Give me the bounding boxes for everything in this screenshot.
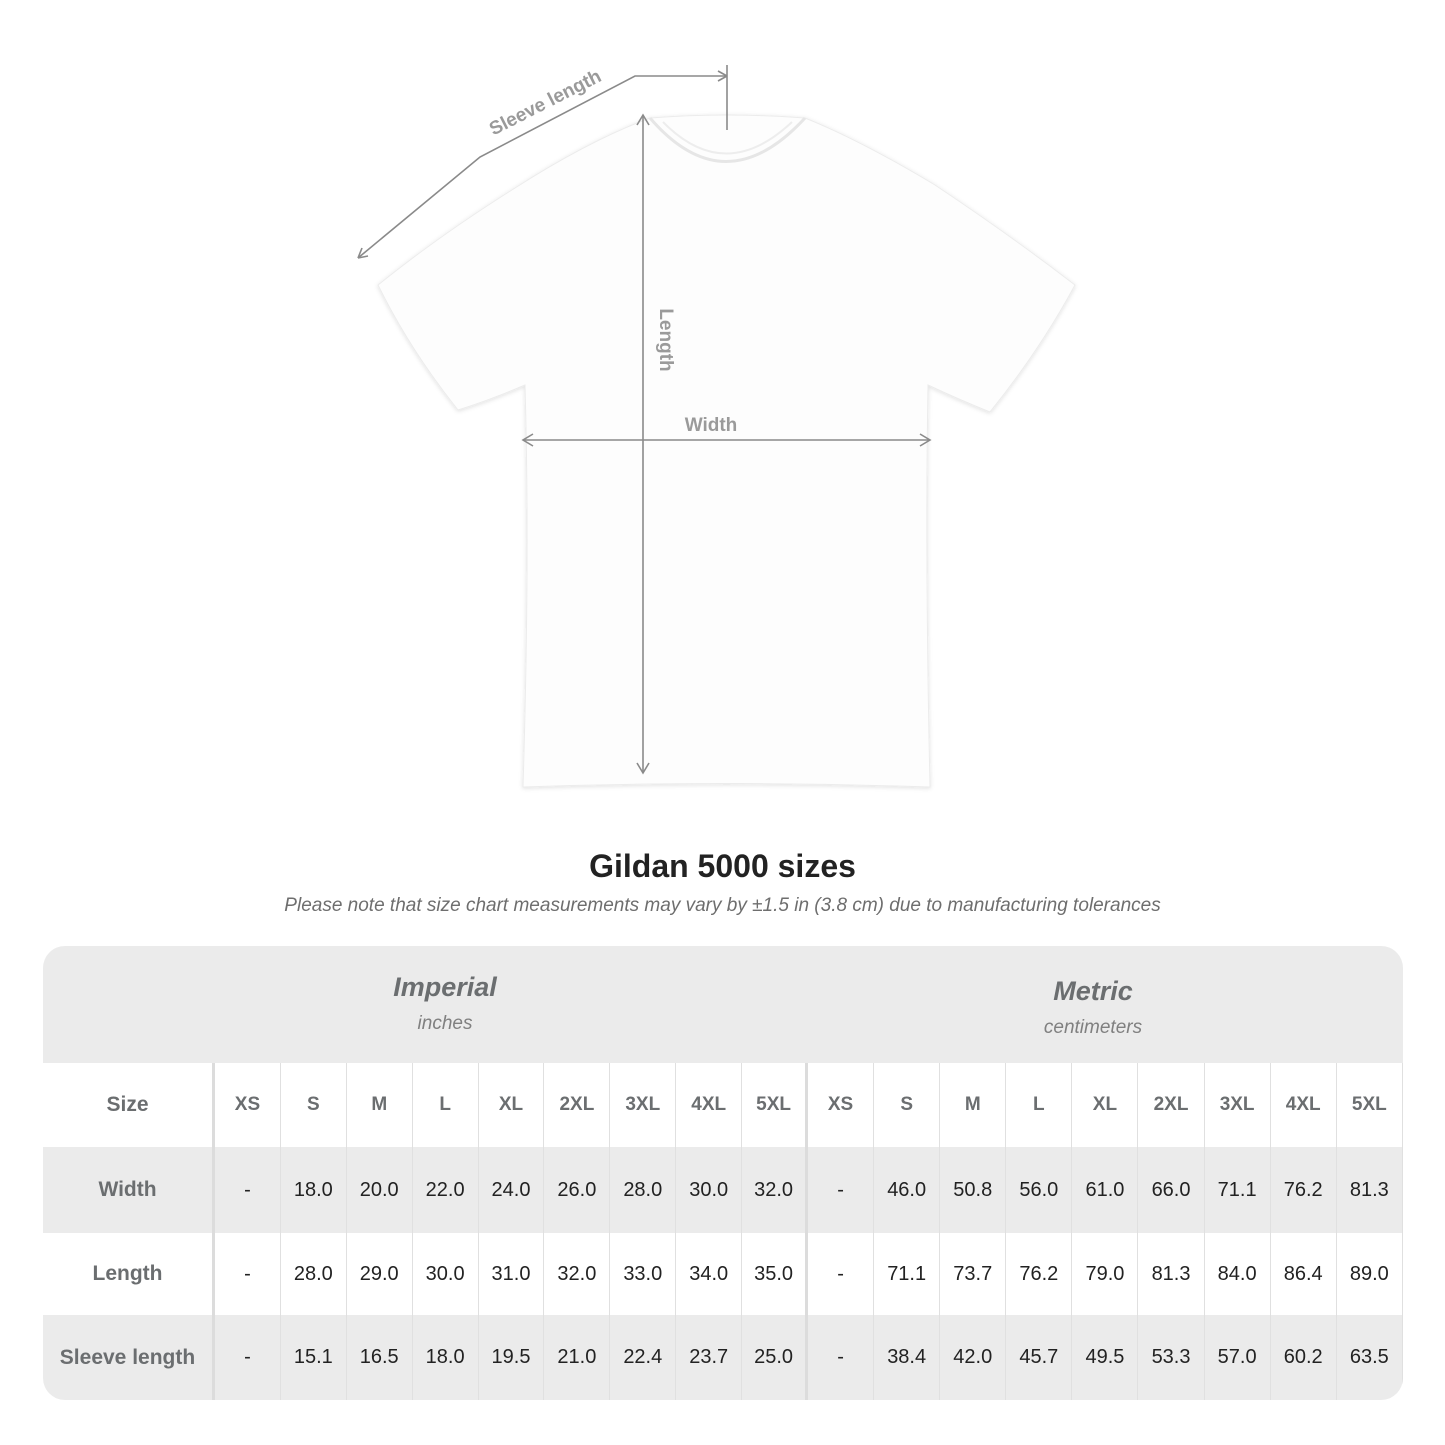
table-cell-metric: 53.3 [1138,1315,1205,1400]
table-cell-metric: 73.7 [940,1233,1007,1315]
size-header-imperial: 4XL [676,1063,743,1147]
size-header-imperial: S [281,1063,347,1147]
table-cell-imperial: - [215,1315,281,1400]
tshirt-diagram: Sleeve length Length Width [357,65,1076,788]
size-table: Imperial inches Metric centimeters Size X… [43,946,1403,1400]
table-cell-metric: 71.1 [1205,1147,1271,1233]
size-header-row: Size XS S M L XL 2XL 3XL 4XL 5XL XS S M L XL 2XL 3XL 4XL 5… [43,1063,1403,1147]
table-row: Sleeve length -15.1 16.5 18.0 19.5 21.0 22.4 23… [43,1315,1403,1400]
table-cell-metric: 81.3 [1337,1147,1403,1233]
table-cell-imperial: 34.0 [676,1233,743,1315]
sleeve-length-line [357,75,727,259]
imperial-header: Imperial inches [215,972,675,1035]
table-cell-metric: - [808,1147,875,1233]
table-cell-metric: 84.0 [1205,1233,1271,1315]
unit-header-band [43,946,1403,1063]
metric-header: Metric centimeters [863,976,1323,1039]
row-label: Width [43,1147,215,1233]
size-header-imperial: XL [479,1063,545,1147]
table-cell-imperial: 24.0 [479,1147,545,1233]
table-cell-imperial: 16.5 [347,1315,413,1400]
size-header-imperial: XS [215,1063,281,1147]
metric-title: Metric [1053,976,1133,1006]
row-label: Sleeve length [43,1315,215,1400]
table-cell-imperial: 19.5 [479,1315,545,1400]
table-cell-imperial: 29.0 [347,1233,413,1315]
table-cell-imperial: 22.0 [413,1147,479,1233]
table-cell-imperial: 28.0 [610,1147,677,1233]
size-header-imperial: L [413,1063,479,1147]
table-cell-imperial: 28.0 [281,1233,347,1315]
table-cell-metric: 49.5 [1072,1315,1139,1400]
size-header-metric: XL [1072,1063,1139,1147]
table-cell-metric: 42.0 [940,1315,1007,1400]
table-cell-metric: 45.7 [1006,1315,1073,1400]
table-row: Width -18.0 20.0 22.0 24.0 26.0 28.0 30.0 32.0-4… [43,1147,1403,1233]
collar [648,116,807,163]
table-row: Length -28.0 29.0 30.0 31.0 32.0 33.0 34.0 35.0-… [43,1233,1403,1315]
table-cell-metric: 89.0 [1337,1233,1403,1315]
size-header-metric: M [940,1063,1007,1147]
table-cell-imperial: - [215,1147,281,1233]
size-label: Size [43,1063,215,1147]
table-cell-metric: 63.5 [1337,1315,1403,1400]
size-header-imperial: 5XL [742,1063,809,1147]
table-cell-imperial: 18.0 [281,1147,347,1233]
size-header-imperial: 2XL [544,1063,611,1147]
measure-lines [357,65,932,775]
size-header-metric: 4XL [1271,1063,1337,1147]
table-cell-imperial: 23.7 [676,1315,743,1400]
table-cell-metric: 56.0 [1006,1147,1073,1233]
size-header-metric: XS [808,1063,875,1147]
table-cell-imperial: - [215,1233,281,1315]
table-cell-metric: 86.4 [1271,1233,1337,1315]
table-cell-imperial: 33.0 [610,1233,677,1315]
table-cell-metric: 71.1 [874,1233,941,1315]
table-cell-metric: 60.2 [1271,1315,1337,1400]
table-cell-imperial: 22.4 [610,1315,677,1400]
page-title: Gildan 5000 sizes [589,848,856,884]
length-label: Length [655,308,676,371]
table-cell-metric: 46.0 [874,1147,941,1233]
tolerance-note: Please note that size chart measurements… [284,895,1161,916]
size-header-metric: S [874,1063,941,1147]
table-cell-imperial: 15.1 [281,1315,347,1400]
table-cell-imperial: 21.0 [544,1315,611,1400]
table-cell-imperial: 30.0 [413,1233,479,1315]
table-cell-imperial: 18.0 [413,1315,479,1400]
size-header-imperial: 3XL [610,1063,677,1147]
table-cell-imperial: 32.0 [742,1147,809,1233]
table-cell-metric: 66.0 [1138,1147,1205,1233]
imperial-title: Imperial [393,972,497,1002]
size-header-metric: 3XL [1205,1063,1271,1147]
table-cell-metric: 76.2 [1006,1233,1073,1315]
table-cell-metric: 81.3 [1138,1233,1205,1315]
size-header-metric: L [1006,1063,1073,1147]
sleeve-length-label: Sleeve length [486,66,605,140]
table-cell-metric: 79.0 [1072,1233,1139,1315]
table-cell-imperial: 32.0 [544,1233,611,1315]
table-cell-metric: - [808,1315,875,1400]
tshirt-shape [377,114,1076,788]
table-cell-imperial: 35.0 [742,1233,809,1315]
row-label: Length [43,1233,215,1315]
size-header-metric: 5XL [1337,1063,1403,1147]
table-cell-imperial: 30.0 [676,1147,743,1233]
size-header-metric: 2XL [1138,1063,1205,1147]
table-cell-metric: 50.8 [940,1147,1007,1233]
metric-unit: centimeters [1043,1017,1143,1038]
table-cell-metric: 61.0 [1072,1147,1139,1233]
table-cell-metric: 38.4 [874,1315,941,1400]
table-cell-metric: - [808,1233,875,1315]
imperial-unit: inches [417,1013,473,1034]
table-cell-imperial: 31.0 [479,1233,545,1315]
size-header-imperial: M [347,1063,413,1147]
table-cell-metric: 76.2 [1271,1147,1337,1233]
table-cell-imperial: 20.0 [347,1147,413,1233]
table-cell-imperial: 25.0 [742,1315,809,1400]
table-cell-metric: 57.0 [1205,1315,1271,1400]
width-label: Width [685,415,738,436]
table-cell-imperial: 26.0 [544,1147,611,1233]
